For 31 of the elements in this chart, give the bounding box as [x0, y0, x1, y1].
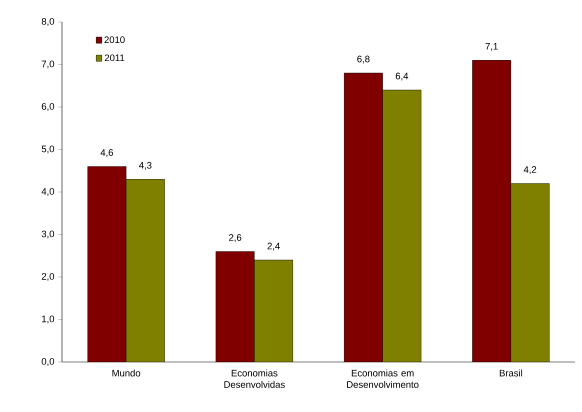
bar: [88, 166, 126, 362]
data-label: 4,3: [139, 162, 152, 170]
x-tick-label: Economias Desenvolvidas: [224, 370, 285, 388]
y-tick-label: 1,0: [42, 316, 54, 324]
x-tick-label: Brasil: [500, 370, 522, 376]
bar: [216, 252, 254, 362]
data-label: 2,6: [229, 234, 242, 242]
y-tick-label: 6,0: [42, 103, 54, 111]
y-tick-label: 4,0: [42, 188, 54, 196]
data-label: 4,6: [100, 149, 114, 158]
data-label: 4,2: [524, 166, 536, 174]
legend-label: 2010: [104, 36, 125, 44]
y-tick-label: 0,0: [42, 358, 54, 366]
y-tick-label: 8,0: [42, 18, 54, 26]
data-label: 7,1: [486, 43, 498, 51]
data-label: 2,4: [268, 242, 280, 251]
x-tick-label: Mundo: [112, 370, 140, 376]
data-label: 6,8: [357, 56, 370, 64]
x-tick-label: Economias em Desenvolvimento: [347, 370, 419, 388]
bar: [254, 260, 293, 362]
y-tick-label: 3,0: [42, 230, 54, 238]
y-tick-label: 5,0: [42, 146, 54, 154]
y-tick-label: 2,0: [42, 273, 54, 281]
bar: [344, 73, 383, 362]
bar: [510, 183, 550, 362]
bar: [382, 90, 422, 362]
bar: [472, 60, 512, 362]
data-label: 6,4: [396, 72, 408, 81]
y-tick-label: 7,0: [42, 60, 54, 68]
bar: [126, 179, 165, 362]
legend-label: 2011: [104, 54, 124, 62]
